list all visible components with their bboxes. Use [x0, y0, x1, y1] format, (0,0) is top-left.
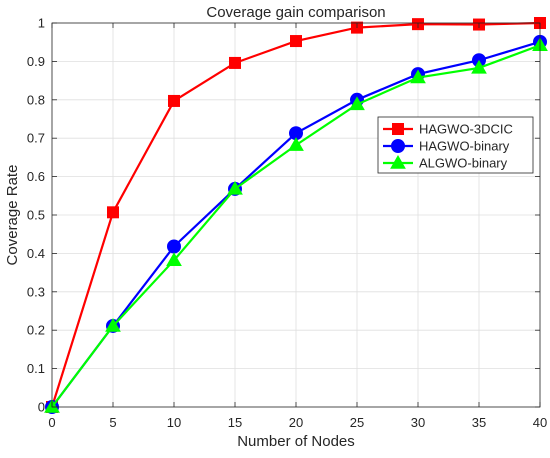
y-tick-label: 0: [38, 400, 45, 415]
x-tick-label: 10: [167, 415, 181, 430]
legend: HAGWO-3DCIC HAGWO-binary ALGWO-binary: [377, 116, 534, 174]
data-point: [227, 180, 243, 195]
y-tick-label: 0.4: [27, 246, 45, 261]
x-tick-label: 30: [411, 415, 425, 430]
legend-label: HAGWO-3DCIC: [419, 122, 513, 137]
x-tick-label: 15: [228, 415, 242, 430]
x-tick-label: 25: [350, 415, 364, 430]
y-tick-label: 0.3: [27, 284, 45, 299]
data-point: [105, 317, 121, 332]
data-point: [349, 96, 365, 111]
y-tick-label: 0.2: [27, 323, 45, 338]
data-point: [168, 94, 180, 107]
legend-marker: [392, 123, 404, 135]
y-tick-label: 1: [38, 16, 45, 31]
legend-marker: [390, 154, 406, 169]
legend-label: HAGWO-binary: [419, 139, 510, 154]
legend-item: HAGWO-3DCIC: [383, 122, 513, 137]
ticks: [51, 22, 541, 408]
data-point: [290, 35, 302, 48]
x-tick-label: 0: [48, 415, 55, 430]
y-tick-label: 0.7: [27, 131, 45, 146]
y-tick-label: 0.1: [27, 361, 45, 376]
legend-marker: [391, 139, 405, 153]
y-tick-label: 0.5: [27, 208, 45, 223]
x-tick-label: 5: [109, 415, 116, 430]
data-point: [288, 137, 304, 151]
tick-labels: 0 5 10 15 20 25 30 35 40 0 0.1 0.2 0.3 0.4 0.5 0.6 0.7 0.…: [27, 16, 547, 431]
data-point: [471, 59, 487, 74]
data-point: [107, 206, 119, 219]
data-point: [229, 56, 241, 69]
x-axis-label: Number of Nodes: [237, 433, 355, 450]
x-tick-label: 40: [533, 415, 547, 430]
legend-label: ALGWO-binary: [419, 156, 508, 171]
legend-item: ALGWO-binary: [383, 154, 508, 171]
y-axis-label: Coverage Rate: [4, 165, 21, 266]
chart-title: Coverage gain comparison: [206, 4, 385, 21]
series-layer: [44, 17, 548, 414]
data-point: [167, 239, 181, 254]
y-tick-label: 0.6: [27, 169, 45, 184]
legend-item: HAGWO-binary: [383, 139, 510, 154]
data-point: [410, 69, 426, 84]
y-tick-label: 0.8: [27, 92, 45, 107]
x-tick-label: 20: [289, 415, 303, 430]
x-tick-label: 35: [472, 415, 486, 430]
data-point: [166, 252, 182, 267]
y-tick-label: 0.9: [27, 54, 45, 69]
